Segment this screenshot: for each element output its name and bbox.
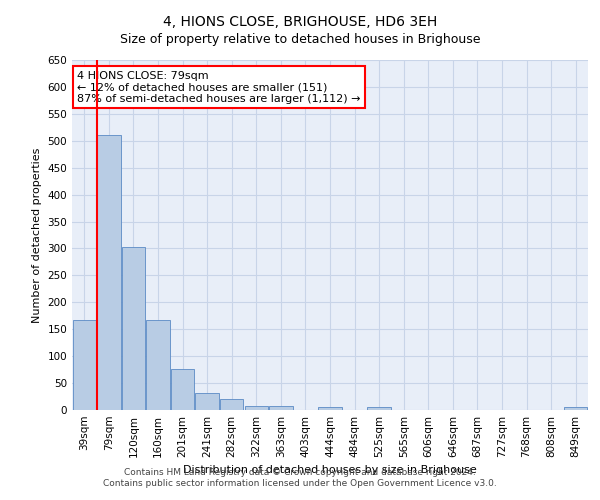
Y-axis label: Number of detached properties: Number of detached properties — [32, 148, 42, 322]
Bar — [146, 320, 170, 410]
Bar — [269, 406, 293, 410]
Bar — [171, 369, 194, 410]
Bar — [245, 406, 268, 410]
Text: Contains HM Land Registry data © Crown copyright and database right 2024.
Contai: Contains HM Land Registry data © Crown c… — [103, 468, 497, 487]
Bar — [73, 320, 96, 410]
Bar — [97, 136, 121, 410]
X-axis label: Distribution of detached houses by size in Brighouse: Distribution of detached houses by size … — [183, 466, 477, 475]
Bar — [564, 407, 587, 410]
Bar — [367, 408, 391, 410]
Bar — [196, 393, 219, 410]
Bar — [319, 407, 341, 410]
Bar — [122, 248, 145, 410]
Text: 4 HIONS CLOSE: 79sqm
← 12% of detached houses are smaller (151)
87% of semi-deta: 4 HIONS CLOSE: 79sqm ← 12% of detached h… — [77, 70, 361, 104]
Text: Size of property relative to detached houses in Brighouse: Size of property relative to detached ho… — [120, 32, 480, 46]
Text: 4, HIONS CLOSE, BRIGHOUSE, HD6 3EH: 4, HIONS CLOSE, BRIGHOUSE, HD6 3EH — [163, 15, 437, 29]
Bar — [220, 399, 244, 410]
